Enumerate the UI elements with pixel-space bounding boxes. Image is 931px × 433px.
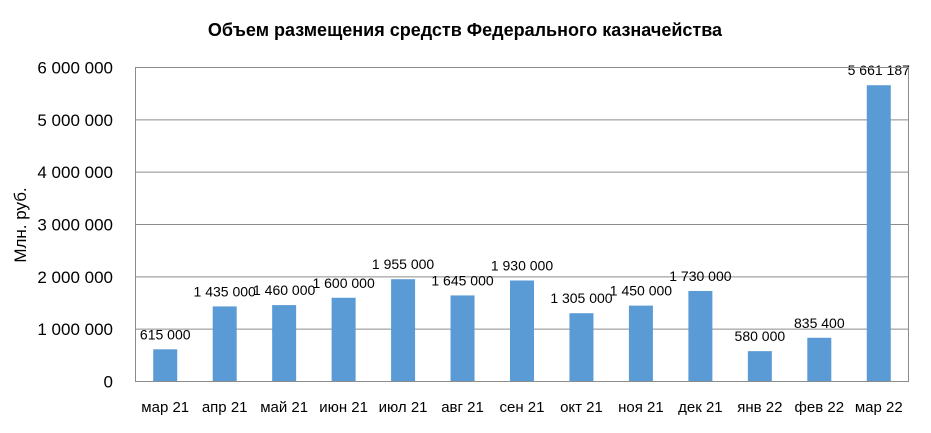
data-label: 1 305 000: [550, 290, 612, 306]
data-label: 1 435 000: [194, 283, 256, 299]
x-tick-label: янв 22: [737, 399, 782, 416]
bar: [153, 349, 178, 382]
y-tick-labels: 0 1 000 000 2 000 000 3 000 000 4 000 000 5 0…: [37, 59, 113, 392]
x-tick-label: апр 21: [202, 399, 248, 416]
plot-area-border: [135, 67, 909, 382]
data-label: 580 000: [735, 328, 786, 344]
data-label: 1 730 000: [669, 268, 731, 284]
bar: [569, 313, 594, 382]
x-tick-labels: мар 21 апр 21 май 21 июн 21 июл 21 авг 21 сен …: [141, 399, 902, 416]
bar: [510, 280, 534, 382]
bars: [153, 85, 891, 382]
bar: [331, 297, 356, 382]
x-tick-label: июн 21: [319, 399, 368, 416]
data-label: 1 600 000: [312, 275, 374, 291]
bar: [747, 351, 772, 382]
bar: [212, 306, 237, 382]
x-tick-label: май 21: [260, 399, 308, 416]
bar: [272, 305, 297, 382]
data-label: 1 930 000: [491, 257, 553, 273]
x-tick-label: ноя 21: [618, 399, 664, 416]
data-label: 1 955 000: [372, 256, 434, 272]
data-label: 615 000: [140, 326, 191, 342]
data-label: 5 661 187: [848, 62, 910, 78]
y-tick-label: 2 000 000: [37, 268, 113, 287]
data-label: 1 460 000: [253, 282, 315, 298]
x-tick-label: авг 21: [441, 399, 484, 416]
y-tick-label: 4 000 000: [37, 163, 113, 182]
x-tick-label: фев 22: [795, 399, 845, 416]
y-axis-label: Млн. руб.: [11, 187, 30, 262]
bar: [628, 305, 653, 382]
bar: [807, 337, 832, 382]
y-tick-label: 6 000 000: [37, 59, 113, 78]
x-tick-label: мар 22: [855, 399, 903, 416]
x-tick-label: дек 21: [678, 399, 723, 416]
x-tick-label: окт 21: [560, 399, 603, 416]
bar: [688, 290, 713, 382]
y-tick-label: 0: [104, 373, 113, 392]
data-label: 1 450 000: [610, 283, 672, 299]
bar: [450, 295, 475, 382]
y-tick-label: 1 000 000: [37, 320, 113, 339]
x-tick-label: июл 21: [379, 399, 428, 416]
y-tick-label: 5 000 000: [37, 111, 113, 130]
y-tick-label: 3 000 000: [37, 216, 113, 235]
x-tick-label: мар 21: [141, 399, 189, 416]
gridlines: [135, 119, 909, 330]
x-tick-label: сен 21: [500, 399, 545, 416]
data-label: 835 400: [794, 315, 845, 331]
bar: [391, 279, 416, 382]
data-label: 1 645 000: [431, 272, 493, 288]
bar: [866, 85, 891, 382]
chart-title: Объем размещения средств Федерального ка…: [208, 20, 723, 40]
